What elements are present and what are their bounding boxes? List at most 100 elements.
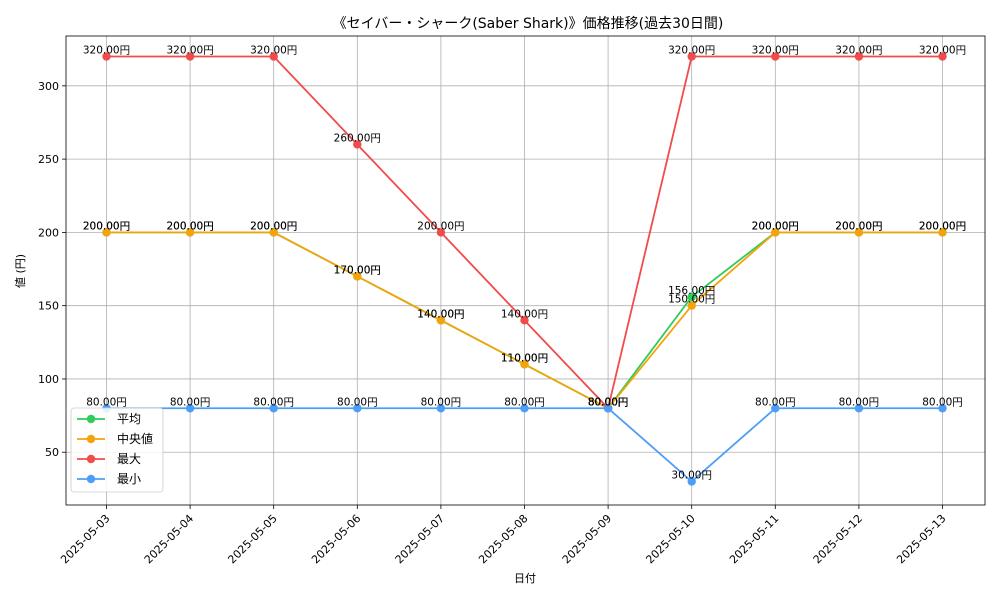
x-tick-label: 2025-05-03 — [58, 512, 112, 566]
data-point — [687, 477, 696, 486]
data-label: 200.00円 — [250, 220, 297, 232]
chart-title: 《セイバー・シャーク(Saber Shark)》価格推移(過去30日間) — [333, 16, 724, 32]
data-label: 200.00円 — [919, 220, 966, 232]
data-label: 110.00円 — [501, 352, 548, 364]
data-point — [938, 228, 947, 237]
x-tick-label: 2025-05-08 — [476, 512, 530, 566]
data-label: 80.00円 — [588, 396, 629, 408]
data-label: 200.00円 — [83, 220, 130, 232]
data-point — [854, 404, 864, 413]
data-label: 150.00円 — [668, 294, 715, 306]
data-point — [353, 404, 362, 413]
y-tick-label: 50 — [45, 446, 59, 459]
data-label: 200.00円 — [752, 220, 799, 232]
legend-swatch-marker — [86, 474, 96, 484]
data-point — [938, 52, 947, 61]
y-tick-label: 100 — [38, 373, 59, 386]
data-label: 140.00円 — [417, 308, 464, 320]
y-tick-label: 150 — [38, 300, 59, 313]
data-label: 200.00円 — [166, 220, 213, 232]
data-point — [687, 52, 696, 61]
data-point — [269, 52, 278, 61]
x-tick-label: 2025-05-11 — [727, 512, 781, 566]
data-label: 80.00円 — [253, 396, 294, 408]
data-label: 30.00円 — [671, 470, 712, 482]
data-point — [102, 52, 111, 61]
data-point — [353, 272, 362, 281]
data-label: 200.00円 — [83, 220, 130, 232]
y-tick-label: 200 — [38, 226, 59, 239]
data-point — [520, 404, 529, 413]
data-labels-layer: 200.00円 200.00円 200.00円 170.00円 140.00円 110.0… — [83, 45, 966, 482]
data-label: 80.00円 — [755, 396, 796, 408]
legend-box — [70, 407, 164, 493]
data-point — [185, 404, 195, 413]
data-label: 110.00円 — [501, 352, 548, 364]
legend-label: 最小 — [117, 472, 141, 486]
data-label: 200.00円 — [919, 220, 966, 232]
legend-swatch-marker — [86, 434, 96, 444]
legend-swatch-marker — [86, 454, 96, 464]
data-point — [771, 228, 780, 237]
data-label: 80.00円 — [86, 396, 127, 408]
data-label: 260.00円 — [334, 132, 381, 144]
y-tick-label: 250 — [38, 153, 59, 166]
data-label: 200.00円 — [752, 220, 799, 232]
axes-layer: 2025-05-03 2025-05-04 2025-05-05 2025-05-06… — [38, 35, 986, 566]
data-point — [687, 301, 696, 310]
data-point — [269, 228, 278, 237]
data-point — [854, 228, 864, 237]
data-label: 170.00円 — [334, 264, 381, 276]
x-tick-label: 2025-05-09 — [560, 512, 614, 566]
x-tick-label: 2025-05-04 — [142, 512, 196, 566]
data-point — [771, 404, 780, 413]
x-tick-label: 2025-05-05 — [225, 512, 279, 566]
data-point — [353, 140, 362, 149]
legend-label: 中央値 — [117, 431, 153, 446]
data-label: 320.00円 — [919, 45, 966, 57]
data-label: 320.00円 — [166, 45, 213, 57]
data-label: 80.00円 — [421, 396, 462, 408]
data-label: 200.00円 — [835, 220, 882, 232]
data-label: 320.00円 — [668, 45, 715, 57]
x-tick-label: 2025-05-13 — [894, 512, 948, 566]
legend-label: 最大 — [117, 452, 141, 466]
data-label: 80.00円 — [588, 396, 629, 408]
data-label: 156.00円 — [668, 285, 715, 297]
data-point — [520, 316, 529, 325]
series-layer — [102, 52, 947, 486]
plot-frame — [65, 35, 986, 506]
grid-layer — [66, 36, 985, 505]
x-tick-label: 2025-05-10 — [643, 512, 697, 566]
data-point — [185, 52, 195, 61]
data-label: 80.00円 — [337, 396, 378, 408]
data-label: 200.00円 — [166, 220, 213, 232]
x-tick-label: 2025-05-12 — [811, 512, 865, 566]
data-label: 80.00円 — [839, 396, 880, 408]
data-label: 320.00円 — [250, 45, 297, 57]
data-label: 80.00円 — [504, 396, 545, 408]
legend-label: 平均 — [117, 412, 141, 426]
data-point — [854, 52, 864, 61]
data-point — [102, 228, 111, 237]
data-point — [436, 316, 446, 325]
data-point — [436, 228, 446, 237]
data-label: 80.00円 — [588, 396, 629, 408]
data-label: 80.00円 — [588, 396, 629, 408]
data-point — [938, 404, 947, 413]
data-point — [603, 404, 613, 413]
x-tick-label: 2025-05-06 — [309, 512, 363, 566]
legend-swatch-marker — [86, 414, 96, 424]
y-axis-title: 値 (円) — [14, 254, 27, 288]
data-label: 140.00円 — [501, 308, 548, 320]
data-label: 170.00円 — [334, 264, 381, 276]
data-label: 140.00円 — [417, 308, 464, 320]
data-point — [436, 404, 446, 413]
data-label: 80.00円 — [922, 396, 963, 408]
y-tick-label: 300 — [38, 80, 59, 93]
data-point — [269, 404, 278, 413]
data-label: 320.00円 — [835, 45, 882, 57]
data-point — [520, 360, 529, 369]
data-label: 200.00円 — [417, 220, 464, 232]
